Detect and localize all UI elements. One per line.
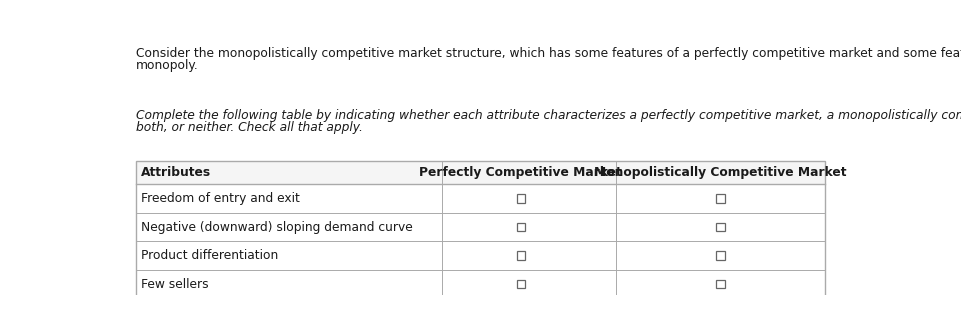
Bar [717,195,725,203]
Bar [517,252,525,260]
Text: Perfectly Competitive Market: Perfectly Competitive Market [419,166,622,179]
Text: Complete the following table by indicating whether each attribute characterizes : Complete the following table by indicati… [136,109,961,122]
Bar [717,223,725,231]
Text: Negative (downward) sloping demand curve: Negative (downward) sloping demand curve [141,221,413,234]
Text: Freedom of entry and exit: Freedom of entry and exit [141,192,300,205]
Text: both, or neither. Check all that apply.: both, or neither. Check all that apply. [136,120,362,134]
Text: Monopolistically Competitive Market: Monopolistically Competitive Market [595,166,847,179]
Text: Few sellers: Few sellers [141,278,209,291]
Text: monopoly.: monopoly. [136,59,198,72]
Bar [136,213,825,241]
Bar [136,162,825,184]
Bar [136,241,825,270]
Bar [517,223,525,231]
Bar [517,280,525,288]
Bar [517,195,525,203]
Bar [136,162,825,299]
Text: Consider the monopolistically competitive market structure, which has some featu: Consider the monopolistically competitiv… [136,47,961,61]
Text: Product differentiation: Product differentiation [141,249,279,262]
Text: Attributes: Attributes [141,166,211,179]
Bar [136,184,825,213]
Bar [717,280,725,288]
Bar [136,270,825,299]
Bar [717,252,725,260]
